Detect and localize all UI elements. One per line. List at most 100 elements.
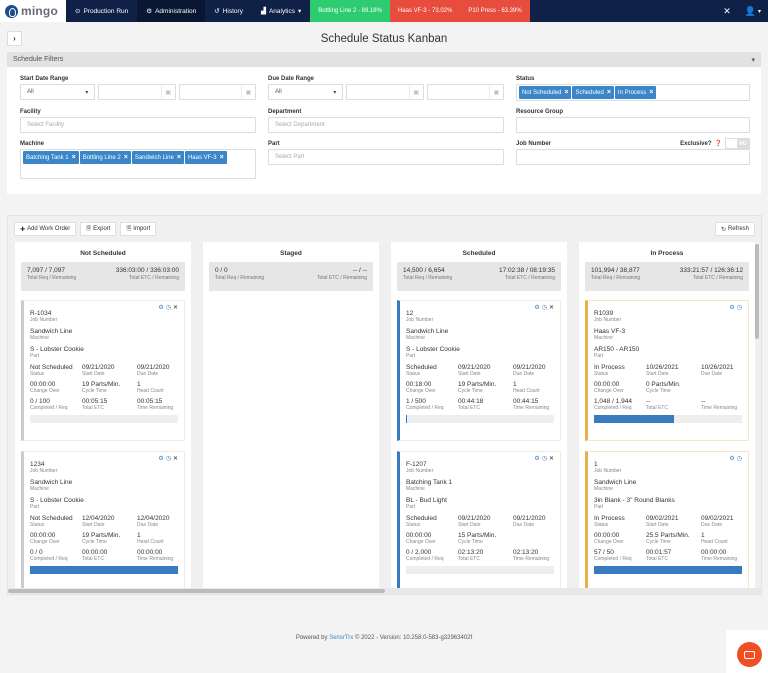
column-title: Scheduled [462, 250, 496, 257]
due-date-label: Due Date Range [268, 75, 315, 82]
status-badge-p10-press[interactable]: P10 Press - 63.39% [460, 0, 530, 22]
status-badge-haas-vf3[interactable]: Haas VF-3 - 73.02% [389, 0, 461, 22]
status-badge-bottling-line-2[interactable]: Bottling Line 2 - 89.18% [310, 0, 390, 22]
clock-icon[interactable]: ◷ [541, 305, 547, 311]
machine-tag: Sandwich Line × [131, 151, 184, 164]
gear-icon[interactable]: ⚙ [158, 305, 164, 311]
calendar-icon[interactable]: ▣ [489, 85, 503, 99]
resource-group-select[interactable] [516, 117, 750, 133]
chat-icon [744, 650, 755, 659]
progress-bar [594, 566, 742, 574]
start-date-to-input[interactable]: ▣ [178, 84, 257, 100]
job-number-label: Job Number [516, 140, 552, 147]
department-select[interactable]: Select Department [268, 117, 504, 133]
start-date-label: Start Date Range [20, 75, 69, 82]
nav-history[interactable]: ↺ History [214, 7, 243, 16]
plus-icon: ✚ [20, 226, 26, 233]
gear-icon[interactable]: ⚙ [534, 456, 540, 462]
remove-tag-icon[interactable]: × [123, 154, 128, 161]
column-in-process: In Process 101,994 / 38,877 Total Req / R… [579, 242, 755, 592]
work-order-card[interactable]: ⚙ ◷ ✕ R-1034 Job Number Sandwich Line Machin… [21, 300, 185, 441]
due-date-from-input[interactable]: ▣ [346, 84, 424, 100]
user-icon: 👤 [744, 5, 756, 16]
fullscreen-icon[interactable]: ✕ [723, 5, 731, 16]
machine-multiselect[interactable]: Batching Tank 1 × Bottling Line 2 × Sandwi… [20, 149, 256, 179]
nav-administration[interactable]: ⚙ Administration [137, 0, 206, 22]
chat-button[interactable] [737, 642, 762, 667]
logo-text: mingo [21, 4, 58, 18]
progress-bar [406, 566, 554, 574]
column-title: In Process [650, 250, 684, 257]
work-order-card[interactable]: ⚙ ◷ ✕ F-1207 Job Number Batching Tank 1 Mach… [397, 451, 561, 592]
column-summary: 101,994 / 38,877 Total Req / Remaining 33… [585, 262, 749, 291]
refresh-button[interactable]: ↻ Refresh [714, 222, 755, 236]
exclusive-toggle[interactable]: NO [725, 138, 750, 149]
filters-header[interactable]: Schedule Filters ▾ [7, 52, 761, 67]
remove-tag-icon[interactable]: × [564, 89, 569, 96]
part-select[interactable]: Select Part [268, 149, 504, 165]
calendar-icon[interactable]: ▣ [408, 85, 423, 99]
column-summary: 7,097 / 7,097 Total Req / Remaining 336:0… [21, 262, 185, 291]
close-icon[interactable]: ✕ [172, 456, 178, 462]
department-label: Department [268, 108, 302, 115]
resource-group-label: Resource Group [516, 108, 564, 115]
export-button[interactable]: 🗎 Export [80, 222, 117, 236]
status-multiselect[interactable]: Not Scheduled × Scheduled × In Process × [516, 84, 750, 101]
start-date-from-input[interactable]: ▣ [98, 84, 176, 100]
gear-icon: ⚙ [146, 8, 153, 15]
refresh-icon: ↻ [720, 226, 726, 233]
clock-icon[interactable]: ◷ [541, 456, 547, 462]
work-order-card[interactable]: ⚙ ◷ R1039 Job Number Haas VF-3 Machine AR15… [585, 300, 749, 441]
due-date-range-select[interactable]: All ▾ [268, 84, 344, 100]
gear-icon[interactable]: ⚙ [729, 456, 735, 462]
calendar-icon[interactable]: ▣ [241, 85, 255, 99]
gear-icon[interactable]: ⚙ [534, 305, 540, 311]
column-staged: Staged 0 / 0 Total Req / Remaining -- / -… [203, 242, 379, 592]
due-date-to-input[interactable]: ▣ [426, 84, 505, 100]
user-menu[interactable]: 👤 ▾ [738, 0, 768, 22]
close-icon[interactable]: ✕ [548, 305, 554, 311]
gear-icon[interactable]: ⚙ [729, 305, 735, 311]
remove-tag-icon[interactable]: × [606, 89, 611, 96]
help-icon: ❓ [714, 141, 722, 147]
remove-tag-icon[interactable]: × [71, 154, 76, 161]
job-number-input[interactable] [516, 149, 750, 165]
nav-production-run[interactable]: ⊙ Production Run [75, 7, 129, 16]
progress-bar [594, 415, 742, 423]
close-icon[interactable]: ✕ [548, 456, 554, 462]
sidebar-toggle-button[interactable]: › [7, 31, 22, 46]
exclusive-label: Exclusive? [680, 140, 712, 147]
facility-select[interactable]: Select Facility [20, 117, 256, 133]
gear-icon[interactable]: ⚙ [158, 456, 164, 462]
caret-down-icon: ▾ [757, 8, 761, 15]
remove-tag-icon[interactable]: × [649, 89, 654, 96]
work-order-card[interactable]: ⚙ ◷ ✕ 12 Job Number Sandwich Line Machine S … [397, 300, 561, 441]
machine-tag: Haas VF-3 × [184, 151, 227, 164]
start-date-range-select[interactable]: All ▾ [20, 84, 96, 100]
bar-chart-icon: ▟ [260, 8, 266, 15]
remove-tag-icon[interactable]: × [176, 154, 181, 161]
brand-link[interactable]: SensrTrx [329, 635, 354, 641]
column-title: Staged [280, 250, 302, 257]
work-order-card[interactable]: ⚙ ◷ ✕ 1234 Job Number Sandwich Line Machine … [21, 451, 185, 592]
history-icon: ↺ [214, 8, 220, 15]
vertical-scrollbar[interactable] [755, 244, 759, 339]
import-button[interactable]: 🗎 Import [120, 222, 157, 236]
logo[interactable]: mingo [0, 0, 66, 22]
remove-tag-icon[interactable]: × [219, 154, 224, 161]
file-export-icon: 🗎 [86, 226, 92, 232]
close-icon[interactable]: ✕ [172, 305, 178, 311]
clock-icon[interactable]: ◷ [736, 305, 742, 311]
column-summary: 14,500 / 6,654 Total Req / Remaining 17:0… [397, 262, 561, 291]
clock-icon[interactable]: ◷ [165, 305, 171, 311]
progress-bar [406, 415, 554, 423]
clock-icon[interactable]: ◷ [736, 456, 742, 462]
nav-analytics[interactable]: ▟ Analytics ▾ [260, 7, 302, 16]
add-work-order-button[interactable]: ✚ Add Work Order [14, 222, 77, 236]
calendar-icon[interactable]: ▣ [160, 85, 175, 99]
clock-icon[interactable]: ◷ [165, 456, 171, 462]
horizontal-scrollbar[interactable] [8, 588, 761, 594]
progress-bar [30, 415, 178, 423]
work-order-card[interactable]: ⚙ ◷ 1 Job Number Sandwich Line Machine 3in … [585, 451, 749, 592]
logo-icon [5, 4, 18, 18]
